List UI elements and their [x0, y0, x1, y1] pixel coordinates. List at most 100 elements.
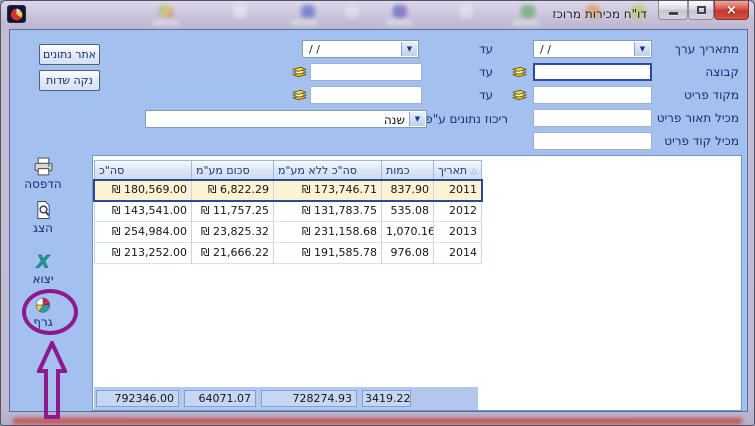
cell-total: ₪ 254,984.00 [94, 222, 192, 243]
group-lookup-button[interactable] [511, 65, 528, 80]
to-date-value: / / [309, 43, 320, 56]
label-aggregate-by: ריכוז נתונים ע"פ [425, 112, 508, 126]
group-to-input[interactable] [310, 63, 422, 81]
cell-quantity: 535.08 [382, 201, 434, 222]
table-body: ₪ 180,569.00 ₪ 6,822.29 ₪ 173,746.71 837… [93, 179, 483, 264]
find-data-button[interactable]: אתר נתונים [39, 44, 100, 65]
cell-total: ₪ 213,252.00 [94, 243, 192, 264]
label-until-3: עד [478, 88, 494, 102]
desktop-label-blur [153, 20, 179, 25]
desktop-icon-blur [459, 5, 473, 18]
table-header-row: סה"כ סכום מע"מ סה"כ ללא מע"מ כמות △ תארי… [94, 160, 482, 180]
item-code-lookup-button[interactable] [511, 88, 528, 103]
desktop-icon-blur [233, 5, 247, 18]
cell-date: 2013 [434, 222, 482, 243]
sort-ascending-icon: △ [470, 165, 477, 175]
label-from-item-code: מקוד פריט [683, 88, 739, 102]
cell-total: ₪ 143,541.00 [94, 201, 192, 222]
table-row[interactable]: ₪ 180,569.00 ₪ 6,822.29 ₪ 173,746.71 837… [93, 179, 483, 202]
desktop-label-blur [291, 20, 317, 25]
total-excl-vat-box: 728274.93 [261, 390, 357, 407]
label-group: קבוצה [705, 65, 739, 79]
total-quantity-box: 3419.22 [362, 390, 411, 407]
group-to-lookup-button[interactable] [291, 65, 308, 80]
totals-strip: 792346.00 64071.07 728274.93 3419.22 [94, 387, 478, 410]
total-vat-box: 64071.07 [184, 390, 256, 407]
label-until-2: עד [478, 65, 494, 79]
annotation-arrow-up [37, 341, 67, 419]
export-excel-button[interactable]: X יצוא [12, 252, 74, 286]
total-sum-box: 792346.00 [96, 390, 179, 407]
minimize-icon [668, 12, 678, 15]
cell-quantity: 837.90 [382, 180, 434, 201]
header-label: תאריך [438, 163, 468, 177]
cell-total-excl-vat: ₪ 231,158.68 [274, 222, 382, 243]
excel-icon: X [35, 252, 50, 272]
header-label: סכום מע"מ [196, 163, 250, 177]
contains-code-input[interactable] [533, 132, 652, 150]
export-label: יצוא [32, 272, 54, 286]
to-date-combobox[interactable]: / / ▼ [302, 40, 419, 58]
table-row[interactable]: ₪ 254,984.00 ₪ 23,825.32 ₪ 231,158.68 1,… [94, 222, 482, 243]
titlebar[interactable]: דו"ח מכירות מרוכז × [1, 1, 754, 29]
table-row[interactable]: ₪ 213,252.00 ₪ 21,666.22 ₪ 191,585.78 97… [94, 243, 482, 264]
desktop-icon-blur [393, 5, 407, 18]
header-date[interactable]: △ תאריך [434, 160, 482, 180]
annotation-circle [22, 289, 78, 335]
header-total[interactable]: סה"כ [94, 160, 192, 180]
cell-date: 2011 [434, 180, 482, 201]
header-quantity[interactable]: כמות [382, 160, 434, 180]
card-stack-icon [511, 66, 528, 78]
chevron-down-icon[interactable]: ▼ [409, 112, 425, 126]
cell-vat-amount: ₪ 11,757.25 [192, 201, 274, 222]
table-panel: סה"כ סכום מע"מ סה"כ ללא מע"מ כמות △ תארי… [92, 155, 742, 411]
header-label: סה"כ ללא מע"מ [278, 163, 357, 177]
item-code-to-input[interactable] [310, 86, 422, 104]
svg-text:X: X [35, 253, 50, 272]
header-vat-amount[interactable]: סכום מע"מ [192, 160, 274, 180]
card-stack-icon [291, 66, 308, 78]
table-row[interactable]: ₪ 143,541.00 ₪ 11,757.25 ₪ 131,783.75 53… [94, 201, 482, 222]
close-icon: × [726, 2, 737, 18]
header-label: סה"כ [99, 163, 125, 177]
cell-total-excl-vat: ₪ 173,746.71 [274, 180, 382, 201]
desktop-icon-blur [521, 5, 535, 18]
cell-total-excl-vat: ₪ 191,585.78 [274, 243, 382, 264]
pie-glyph [10, 8, 23, 20]
desktop-icon-blur [159, 5, 173, 18]
close-button[interactable]: × [714, 1, 749, 20]
cell-vat-amount: ₪ 23,825.32 [192, 222, 274, 243]
minimize-button[interactable] [658, 1, 688, 20]
printer-icon [34, 157, 52, 176]
preview-button[interactable]: הצג [12, 200, 74, 235]
aggregate-combobox[interactable]: שנה ▼ [145, 110, 427, 128]
item-code-from-input[interactable] [533, 86, 652, 104]
cell-total-excl-vat: ₪ 131,783.75 [274, 201, 382, 222]
preview-icon [36, 201, 50, 219]
desktop-label-blur [386, 20, 412, 25]
print-button[interactable]: הדפסה [12, 157, 74, 191]
print-label: הדפסה [24, 177, 62, 191]
preview-label: הצג [33, 221, 53, 235]
chevron-down-icon[interactable]: ▼ [634, 42, 650, 56]
chevron-down-icon[interactable]: ▼ [401, 42, 417, 56]
from-date-combobox[interactable]: / / ▼ [533, 40, 652, 58]
contains-desc-input[interactable] [533, 109, 652, 127]
cell-quantity: 976.08 [382, 243, 434, 264]
clear-fields-button[interactable]: נקה שדות [39, 70, 100, 91]
group-from-input[interactable] [533, 63, 652, 81]
maximize-icon [696, 6, 706, 14]
maximize-button[interactable] [688, 1, 714, 20]
cell-total: ₪ 180,569.00 [94, 180, 192, 201]
cell-date: 2012 [434, 201, 482, 222]
desktop-icon-blur [586, 5, 600, 18]
label-from-value-date: מתאריך ערך [674, 42, 739, 56]
desktop-background-blur [13, 418, 742, 424]
item-code-to-lookup-button[interactable] [291, 88, 308, 103]
app-icon[interactable] [7, 5, 26, 23]
desktop-icon-blur [301, 5, 315, 18]
header-total-excl-vat[interactable]: סה"כ ללא מע"מ [274, 160, 382, 180]
label-contains-item-desc: מכיל תאור פריט [656, 111, 739, 125]
